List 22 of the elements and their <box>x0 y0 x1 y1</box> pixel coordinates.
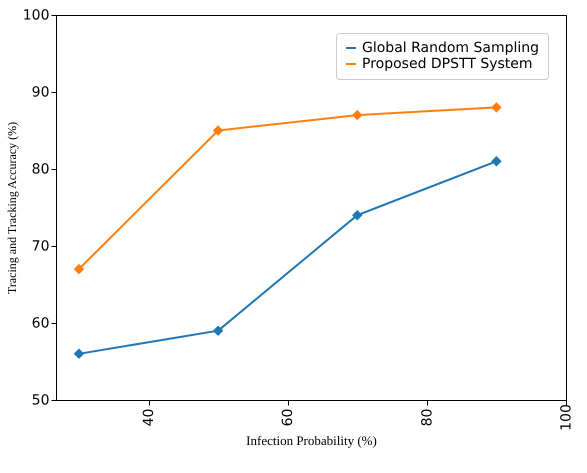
legend-label: Proposed DPSTT System <box>362 56 533 72</box>
x-tick-label: 100 <box>558 404 574 431</box>
y-tick-label: 100 <box>22 8 50 24</box>
point <box>352 210 363 220</box>
x-tick-label: 40 <box>141 408 158 426</box>
legend-label: Global Random Sampling <box>362 40 540 56</box>
y-tick-label: 70 <box>32 238 50 254</box>
point <box>352 110 363 120</box>
y-tick-label: 90 <box>32 84 50 100</box>
y-axis-title: Tracing and Tracking Accuracy (%) <box>4 122 19 294</box>
y-tick-label: 60 <box>32 316 50 332</box>
point <box>212 325 224 336</box>
point <box>74 348 84 360</box>
y-tick-label: 80 <box>32 162 50 178</box>
point <box>491 102 502 113</box>
point <box>491 156 502 167</box>
x-axis-title: Infection Probability (%) <box>246 432 377 448</box>
x-tick-label: 80 <box>419 408 436 426</box>
x-tick-label: 60 <box>280 408 296 426</box>
y-tick-label: 50 <box>32 392 50 408</box>
point <box>212 125 224 136</box>
point <box>74 264 84 274</box>
